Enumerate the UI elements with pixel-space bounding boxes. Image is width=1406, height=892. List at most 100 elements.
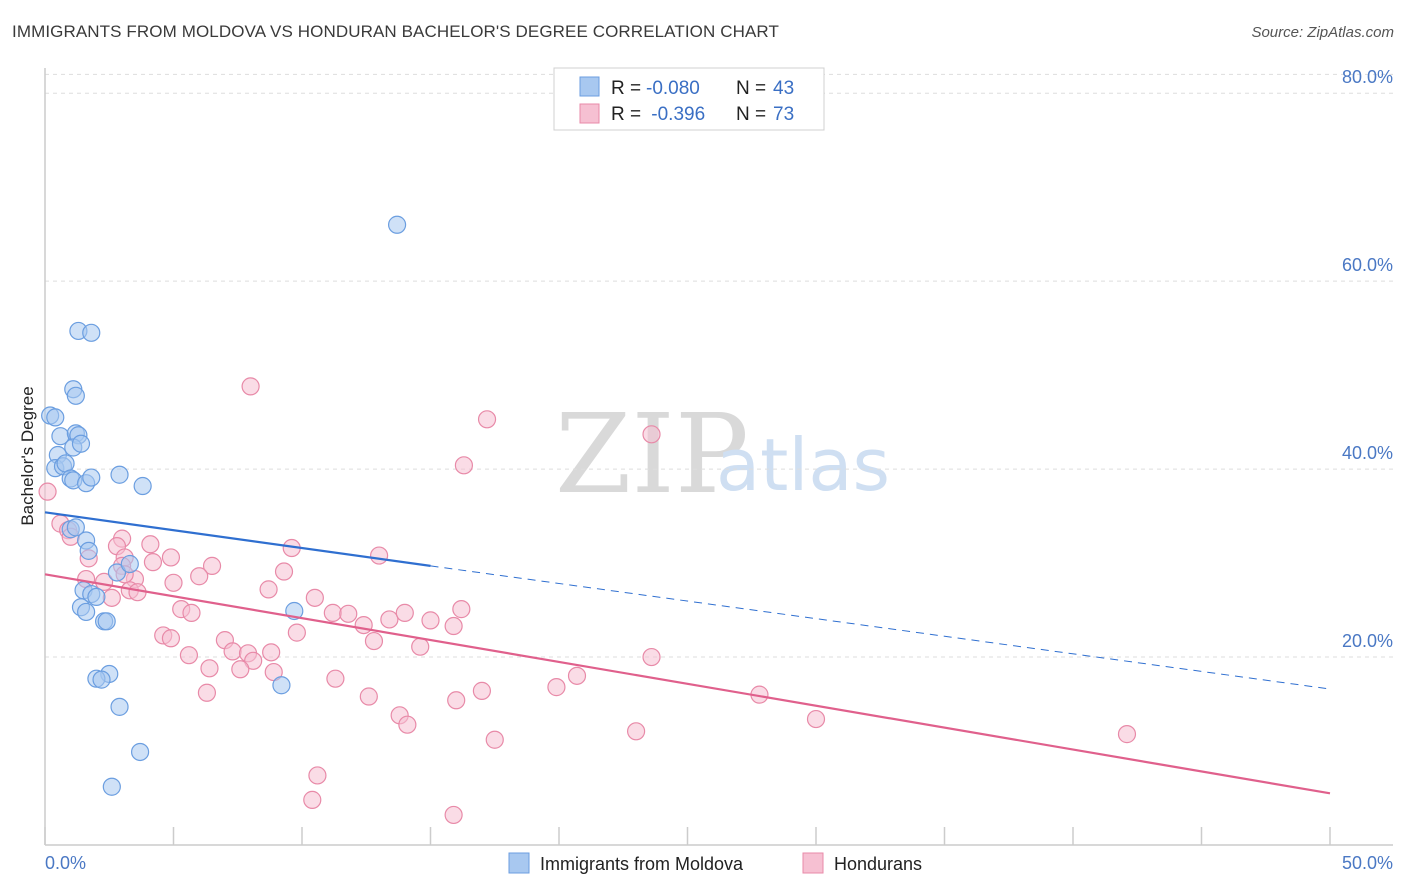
y-tick-label-20: 20.0%: [1342, 631, 1393, 651]
bottom-legend-label-hondurans: Hondurans: [834, 854, 922, 874]
honduras-point-31: [642, 425, 661, 444]
legend-r-label-0: R =: [611, 78, 641, 99]
legend-r-value-0: -0.080: [646, 78, 700, 99]
moldova-point-23: [387, 215, 407, 234]
moldova-point-22: [82, 323, 101, 342]
moldova-point-41: [130, 742, 150, 762]
honduras-point-48: [223, 642, 242, 661]
bottom-legend-label-moldova: Immigrants from Moldova: [540, 854, 744, 874]
source-credit: Source: ZipAtlas.com: [1251, 24, 1394, 41]
honduras-point-69: [1117, 725, 1137, 744]
moldova-point-26: [107, 563, 127, 582]
honduras-point-29: [477, 410, 497, 429]
hondurans-series: [38, 377, 1137, 825]
honduras-point-58: [447, 691, 466, 710]
honduras-point-53: [231, 660, 250, 679]
bottom-legend-swatch-moldova: [508, 852, 530, 874]
honduras-point-17: [202, 556, 222, 575]
moldova-trend-solid: [44, 511, 431, 567]
honduras-point-60: [547, 678, 566, 697]
honduras-point-47: [179, 646, 199, 665]
x-tick-label-max: 50.0%: [1342, 853, 1393, 873]
honduras-point-9: [141, 535, 160, 554]
honduras-point-38: [421, 611, 440, 630]
moldova-point-34: [97, 612, 116, 631]
honduras-point-42: [161, 629, 181, 648]
honduras-point-68: [485, 730, 504, 749]
y-axis-label: Bachelor's Degree: [18, 386, 37, 525]
legend-swatch-hondurans: [579, 103, 600, 124]
correlation-legend: R = -0.080 N = 43 R = -0.396 N = 73: [553, 67, 825, 131]
honduras-point-50: [244, 651, 263, 670]
y-tick-labels: 20.0% 40.0% 60.0% 80.0%: [1342, 67, 1393, 651]
honduras-point-19: [102, 588, 121, 607]
trend-lines: [44, 511, 1331, 795]
x-ticks: [44, 827, 1331, 845]
moldova-point-39: [272, 676, 291, 695]
y-tick-label-80: 80.0%: [1342, 67, 1393, 87]
honduras-point-24: [259, 580, 278, 599]
gridlines: [45, 73, 1393, 658]
legend-r-label-1: R =: [611, 104, 641, 125]
moldova-point-32: [77, 602, 96, 622]
honduras-point-30: [454, 456, 474, 475]
moldova-point-18: [133, 476, 152, 496]
watermark-zip: ZIP: [555, 390, 749, 518]
honduras-point-34: [339, 604, 358, 623]
moldova-point-6: [56, 454, 75, 473]
moldova-point-13: [66, 518, 85, 537]
legend-n-value-1: 73: [773, 104, 794, 125]
honduras-point-14: [143, 553, 163, 572]
moldova-point-20: [66, 386, 85, 405]
honduras-point-45: [364, 631, 384, 651]
honduras-point-37: [395, 603, 414, 622]
honduras-point-33: [323, 603, 342, 622]
honduras-point-18: [190, 567, 209, 586]
moldova-point-25: [79, 541, 98, 560]
x-tick-label-min: 0.0%: [45, 853, 86, 873]
honduras-trend: [44, 573, 1331, 795]
y-tick-label-40: 40.0%: [1342, 443, 1393, 463]
honduras-point-67: [398, 715, 417, 734]
legend-swatch-moldova: [579, 76, 600, 97]
chart-title: IMMIGRANTS FROM MOLDOVA VS HONDURAN BACH…: [12, 22, 779, 41]
honduras-point-57: [197, 683, 217, 702]
honduras-point-64: [806, 709, 826, 729]
honduras-point-71: [303, 790, 322, 809]
honduras-point-44: [287, 623, 306, 642]
honduras-point-32: [370, 546, 389, 565]
honduras-point-51: [262, 643, 281, 662]
legend-r-value-1: -0.396: [646, 104, 705, 125]
honduras-point-56: [359, 687, 378, 706]
honduras-point-28: [241, 377, 260, 396]
axes: [44, 68, 1393, 846]
honduras-point-40: [452, 600, 471, 619]
moldova-point-11: [71, 434, 91, 453]
moldova-point-38: [92, 670, 111, 689]
honduras-point-55: [326, 669, 345, 688]
honduras-point-16: [161, 548, 181, 567]
moldova-point-16: [82, 468, 101, 487]
honduras-point-35: [354, 615, 373, 635]
honduras-point-27: [305, 588, 324, 607]
moldova-point-42: [102, 777, 121, 796]
legend-n-value-0: 43: [773, 78, 794, 99]
legend-n-label-0: N =: [736, 78, 766, 99]
series-legend: Immigrants from Moldova Hondurans: [508, 852, 922, 874]
honduras-point-61: [567, 666, 587, 685]
honduras-point-52: [200, 659, 219, 678]
moldova-point-17: [110, 465, 129, 484]
honduras-point-65: [626, 722, 646, 741]
honduras-point-39: [444, 616, 463, 636]
moldova-point-1: [46, 408, 65, 427]
honduras-point-62: [642, 647, 661, 667]
watermark-atlas: atlas: [716, 423, 890, 507]
moldova-point-30: [87, 587, 106, 607]
honduras-point-0: [38, 482, 57, 501]
honduras-point-25: [274, 562, 294, 581]
honduras-point-70: [308, 766, 327, 785]
honduras-point-15: [164, 573, 183, 592]
moldova-trend-dashed: [430, 565, 1331, 690]
legend-n-label-1: N =: [736, 104, 766, 125]
